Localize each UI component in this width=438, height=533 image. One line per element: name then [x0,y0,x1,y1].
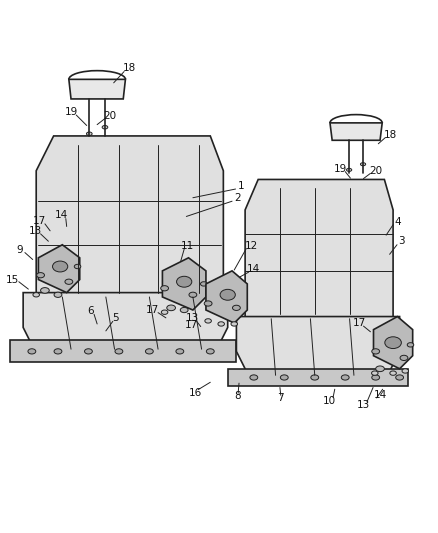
Ellipse shape [28,349,36,354]
Ellipse shape [400,356,408,360]
Text: 17: 17 [33,216,46,226]
Text: 17: 17 [353,318,366,328]
Polygon shape [206,271,247,323]
Polygon shape [245,180,393,319]
Ellipse shape [201,282,207,286]
Ellipse shape [280,375,288,380]
Ellipse shape [218,322,224,326]
Ellipse shape [372,375,380,380]
Text: 15: 15 [6,276,19,286]
Ellipse shape [189,292,197,297]
Ellipse shape [372,349,380,354]
Ellipse shape [115,349,123,354]
Polygon shape [10,341,237,362]
Polygon shape [36,136,223,301]
Ellipse shape [396,375,403,380]
Ellipse shape [33,293,39,297]
Text: 14: 14 [247,264,261,274]
Text: 13: 13 [185,313,199,323]
Polygon shape [237,317,399,377]
Ellipse shape [346,168,352,172]
Ellipse shape [390,371,396,375]
Ellipse shape [54,292,62,297]
Ellipse shape [54,349,62,354]
Ellipse shape [86,132,92,135]
Text: 20: 20 [369,166,382,176]
Ellipse shape [74,264,81,269]
Text: 2: 2 [234,193,240,203]
Polygon shape [228,369,408,386]
Text: 20: 20 [103,111,116,122]
Ellipse shape [161,286,169,291]
Ellipse shape [311,375,319,380]
Text: 16: 16 [188,387,201,398]
Ellipse shape [402,369,409,373]
Text: 13: 13 [29,226,42,236]
Ellipse shape [37,272,45,278]
Text: 14: 14 [55,210,68,220]
Ellipse shape [360,163,366,166]
Polygon shape [162,258,206,310]
Ellipse shape [204,301,212,306]
Text: 3: 3 [399,236,405,246]
Polygon shape [69,79,125,99]
Ellipse shape [371,371,378,375]
Ellipse shape [220,289,235,300]
Ellipse shape [233,305,240,310]
Ellipse shape [176,349,184,354]
Text: 18: 18 [384,130,398,140]
Text: 13: 13 [357,400,370,410]
Ellipse shape [41,288,49,293]
Text: 8: 8 [234,391,240,401]
Ellipse shape [145,349,153,354]
Polygon shape [39,245,80,293]
Text: 18: 18 [123,63,136,74]
Text: 19: 19 [65,107,78,117]
Polygon shape [330,123,382,140]
Text: 17: 17 [184,320,198,330]
Text: 5: 5 [112,313,119,323]
Ellipse shape [206,349,214,354]
Text: 12: 12 [245,240,258,251]
Ellipse shape [161,310,168,314]
Text: 1: 1 [237,181,244,191]
Text: 14: 14 [374,390,388,400]
Ellipse shape [385,337,401,349]
Text: 10: 10 [323,395,336,406]
Ellipse shape [376,366,385,372]
Text: 9: 9 [16,245,23,255]
Ellipse shape [102,125,108,129]
Ellipse shape [341,375,349,380]
Text: 7: 7 [277,393,283,403]
Text: 6: 6 [87,306,94,316]
Ellipse shape [177,276,192,287]
Ellipse shape [85,349,92,354]
Ellipse shape [65,279,73,284]
Text: 4: 4 [394,217,401,227]
Text: 11: 11 [181,240,194,251]
Ellipse shape [167,305,176,311]
Polygon shape [374,317,413,369]
Ellipse shape [250,375,258,380]
Ellipse shape [53,261,68,272]
Text: 19: 19 [333,164,346,174]
Polygon shape [23,293,228,353]
Ellipse shape [231,322,237,326]
Text: 17: 17 [146,305,159,315]
Ellipse shape [180,308,188,313]
Ellipse shape [205,319,212,323]
Ellipse shape [407,343,414,347]
